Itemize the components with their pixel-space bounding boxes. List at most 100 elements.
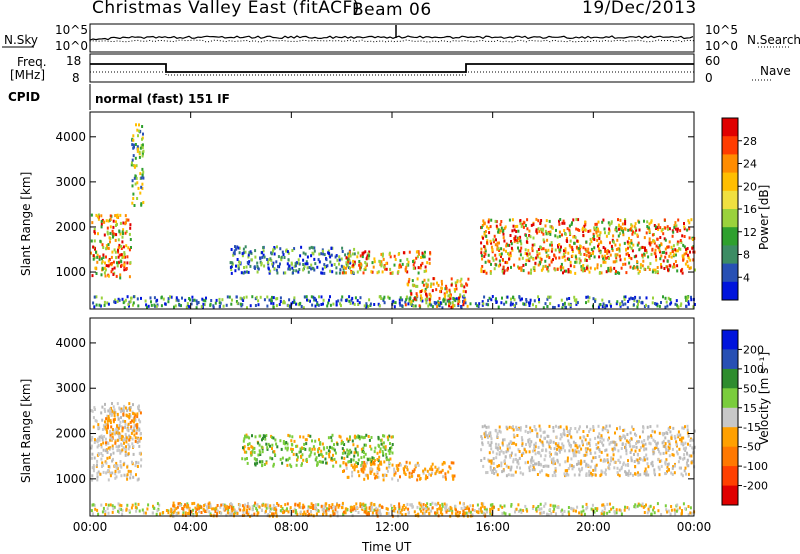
power-feature-0 xyxy=(94,266,97,270)
velocity-feature-4 xyxy=(616,471,619,475)
power-feature-5 xyxy=(500,220,503,223)
power-pixel xyxy=(99,304,102,308)
velocity-feature-3 xyxy=(431,462,434,466)
power-pixel xyxy=(307,298,310,302)
power-feature-5 xyxy=(616,271,619,275)
power-feature-4 xyxy=(418,304,421,308)
velocity-pixel xyxy=(650,512,653,516)
power-feature-2 xyxy=(335,271,338,275)
velocity-feature-2 xyxy=(335,460,338,464)
power-feature-1 xyxy=(131,201,134,205)
power-feature-3 xyxy=(414,266,417,270)
power-pixel xyxy=(196,302,199,306)
velocity-feature-3 xyxy=(372,461,375,465)
velocity-feature-5 xyxy=(471,513,474,517)
power-feature-5 xyxy=(641,245,644,249)
velocity-pixel xyxy=(111,504,114,508)
velocity-pixel xyxy=(441,502,444,506)
velocity-pixel xyxy=(458,511,461,514)
power-feature-2 xyxy=(275,260,278,264)
velocity-feature-4 xyxy=(585,472,588,476)
power-feature-5 xyxy=(558,230,561,234)
velocity-pixel xyxy=(522,509,525,513)
velocity-feature-1 xyxy=(133,418,136,422)
velocity-feature-5 xyxy=(468,509,471,513)
power-pixel xyxy=(293,298,296,302)
power-pixel xyxy=(633,299,636,303)
power-feature-5 xyxy=(482,236,484,240)
power-pixel xyxy=(606,304,608,308)
power-feature-0 xyxy=(122,221,125,225)
power-feature-1 xyxy=(132,143,135,147)
power-feature-5 xyxy=(584,220,587,224)
velocity-feature-0 xyxy=(119,410,122,414)
velocity-feature-4 xyxy=(510,473,513,477)
velocity-pixel xyxy=(602,512,605,516)
velocity-feature-3 xyxy=(426,469,429,473)
power-pixel xyxy=(123,306,126,310)
velocity-feature-2 xyxy=(309,434,312,438)
power-feature-5 xyxy=(518,266,521,270)
power-feature-5 xyxy=(568,258,571,261)
power-feature-5 xyxy=(569,232,571,235)
velocity-feature-5 xyxy=(172,501,175,505)
power-feature-2 xyxy=(280,255,283,259)
power-pixel xyxy=(263,298,266,302)
velocity-pixel xyxy=(451,509,454,513)
power-feature-5 xyxy=(590,240,593,244)
velocity-feature-3 xyxy=(452,461,455,465)
velocity-feature-4 xyxy=(668,454,671,458)
velocity-feature-4 xyxy=(666,465,669,469)
velocity-feature-0 xyxy=(96,475,99,479)
velocity-feature-4 xyxy=(525,443,527,446)
velocity-feature-4 xyxy=(651,464,654,468)
power-feature-5 xyxy=(564,250,567,254)
freq-label: Freq. xyxy=(17,55,47,69)
velocity-pixel xyxy=(120,507,122,511)
velocity-pixel xyxy=(552,510,555,513)
velocity-feature-5 xyxy=(306,509,309,513)
velocity-feature-5 xyxy=(378,503,381,507)
power-feature-1 xyxy=(141,146,144,150)
ytick-label: 3000 xyxy=(55,175,86,189)
velocity-feature-4 xyxy=(573,473,576,477)
velocity-feature-2 xyxy=(274,438,277,442)
power-feature-2 xyxy=(308,266,311,269)
power-pixel xyxy=(510,297,512,301)
velocity-feature-0 xyxy=(138,409,141,413)
velocity-feature-4 xyxy=(626,472,629,476)
velocity-feature-4 xyxy=(634,472,637,476)
colorbar-tick-label: 50 xyxy=(743,382,757,395)
power-feature-2 xyxy=(303,264,306,268)
velocity-feature-0 xyxy=(95,439,98,443)
velocity-feature-4 xyxy=(634,432,636,436)
velocity-feature-2 xyxy=(276,445,279,449)
velocity-feature-5 xyxy=(175,507,178,511)
velocity-feature-2 xyxy=(377,443,380,447)
power-feature-0 xyxy=(123,265,126,268)
velocity-feature-5 xyxy=(422,507,425,511)
power-feature-5 xyxy=(587,229,590,233)
velocity-feature-4 xyxy=(515,428,518,431)
power-feature-2 xyxy=(241,254,244,258)
velocity-feature-1 xyxy=(121,429,124,433)
velocity-feature-2 xyxy=(299,447,302,451)
power-feature-5 xyxy=(582,230,585,234)
power-feature-2 xyxy=(300,245,303,249)
power-feature-2 xyxy=(335,266,338,270)
velocity-feature-5 xyxy=(425,504,427,507)
power-feature-5 xyxy=(483,254,486,258)
power-feature-5 xyxy=(519,249,522,253)
velocity-pixel xyxy=(524,504,527,508)
velocity-feature-0 xyxy=(105,461,108,465)
velocity-heatmap xyxy=(89,317,696,518)
velocity-feature-2 xyxy=(379,438,382,442)
velocity-feature-1 xyxy=(103,435,106,439)
velocity-feature-4 xyxy=(681,441,684,445)
power-pixel xyxy=(407,302,410,306)
ytick-label: 1000 xyxy=(55,265,86,279)
power-feature-5 xyxy=(563,249,565,253)
velocity-feature-4 xyxy=(531,429,534,433)
velocity-feature-4 xyxy=(663,432,666,436)
velocity-feature-5 xyxy=(469,504,472,508)
